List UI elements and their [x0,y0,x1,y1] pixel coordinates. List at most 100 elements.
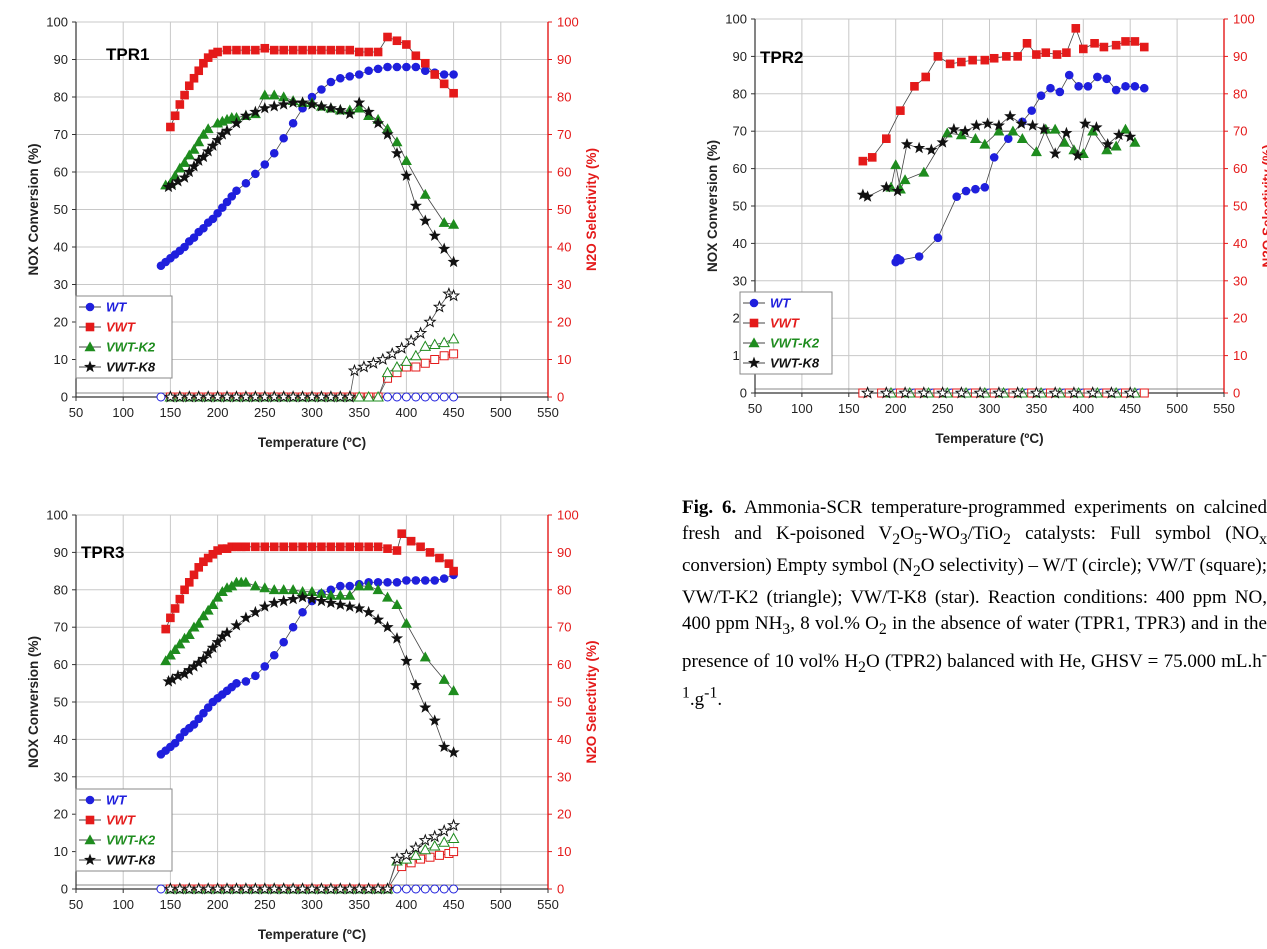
data-point [249,580,261,591]
data-point [914,252,924,261]
y-tick-label: 60 [54,657,68,672]
data-point [383,32,392,42]
data-point [1101,144,1113,155]
data-point [880,180,893,193]
y2-tick-label: 30 [557,769,571,784]
data-point [970,119,983,131]
data-point [203,703,213,712]
data-point [425,852,435,862]
y-tick-label: 30 [54,769,68,784]
data-point [1037,122,1050,135]
y-tick-label: 10 [54,352,68,367]
data-point [278,584,290,595]
y2-tick-label: 60 [557,165,571,180]
y-tick-label: 40 [733,236,747,251]
data-point [423,315,437,328]
data-point [411,51,421,61]
data-point [896,106,905,115]
data-point [1121,37,1130,46]
data-point [184,578,194,587]
data-point [156,884,166,894]
data-point [249,105,262,118]
data-point [249,605,262,618]
data-point [357,360,371,373]
y2-tick-label: 20 [557,315,571,330]
data-point [432,300,447,313]
data-point [1090,39,1099,48]
data-point [197,150,210,163]
data-point [428,829,442,843]
x-tick-label: 550 [1213,401,1235,416]
data-point [968,55,977,65]
data-point [409,349,422,361]
y2-tick-label: 90 [557,52,571,67]
data-point [380,882,395,895]
data-point [193,136,205,147]
y2-tick-label: 0 [1233,386,1240,401]
data-point [409,199,422,211]
data-point [952,192,961,201]
data-point [1121,82,1130,91]
y2-axis-label: N2O Selectivity (%) [1260,144,1267,267]
data-point [1120,123,1132,134]
x-tick-label: 350 [1026,401,1048,416]
data-point [197,652,210,665]
series-line [168,102,454,263]
x-tick-label: 150 [838,401,860,416]
legend-label: VWT-K2 [106,833,156,848]
legend-label: WT [106,793,127,808]
data-point [449,566,458,576]
data-point [1003,134,1013,143]
data-point [981,117,994,129]
data-point [197,610,209,621]
data-point [381,620,394,633]
data-point [913,141,926,154]
data-point [317,45,326,55]
data-point [189,233,199,242]
legend: WT VWT VWT-K2 VWT-K8 [75,788,173,872]
data-point [969,133,981,143]
data-point [1079,117,1092,129]
data-point [211,133,224,146]
data-point [402,576,411,585]
data-point [344,589,356,600]
y-tick-label: 30 [54,277,68,292]
x-tick-label: 500 [490,897,512,912]
data-point [298,542,307,552]
data-point [959,124,972,137]
data-point [376,352,390,366]
data-point [1049,147,1062,159]
series-vwt-k8-conversion [856,109,1137,202]
series-vwt-k8-conversion [162,590,460,758]
data-point [259,582,271,593]
data-point [1067,386,1081,399]
legend-label: VWT-K2 [106,340,156,355]
data-point [213,208,222,218]
y2-tick-label: 10 [1233,348,1247,363]
data-point [1029,386,1043,399]
data-point [1083,82,1093,91]
data-point [288,542,298,552]
x-tick-label: 150 [160,405,182,420]
data-point [448,685,460,696]
data-point [353,390,366,402]
data-point [354,70,364,79]
data-point [212,591,224,602]
legend-label: WT [770,296,791,311]
data-point [336,542,345,552]
data-point [1062,48,1071,57]
data-point [449,70,458,79]
data-point [449,884,459,894]
y-tick-label: 0 [61,882,68,897]
data-point [251,45,260,55]
data-point [269,148,279,158]
data-point [420,358,430,368]
y2-tick-label: 40 [1233,236,1247,251]
data-point [366,356,380,369]
data-point [206,641,219,653]
data-point [372,390,384,402]
data-point [1022,39,1032,48]
legend-label: VWT-K8 [770,356,820,371]
x-tick-label: 450 [443,897,465,912]
